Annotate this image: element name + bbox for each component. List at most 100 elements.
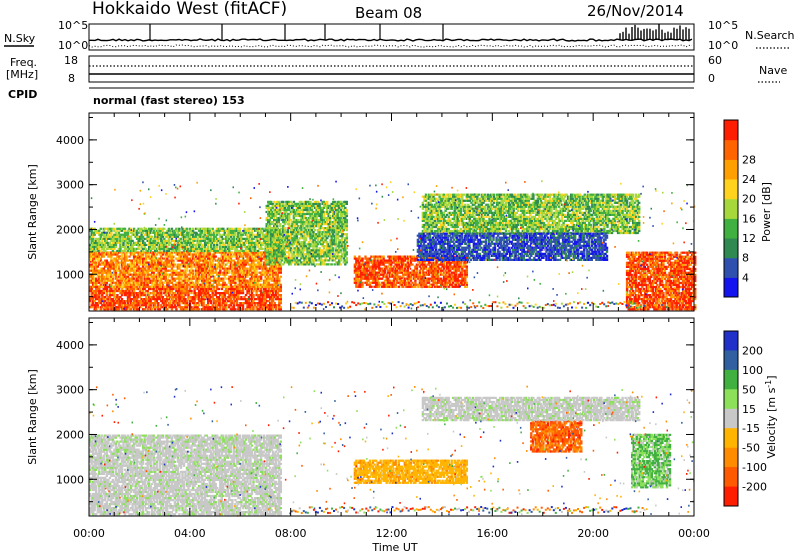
date-label: 26/Nov/2014: [587, 2, 684, 20]
data-cell: [280, 268, 282, 270]
data-cell: [110, 284, 112, 286]
data-cell: [273, 245, 275, 247]
data-cell: [184, 253, 186, 255]
data-cell: [97, 266, 99, 268]
data-cell: [109, 270, 111, 272]
data-cell: [98, 282, 100, 284]
data-cell: [315, 217, 317, 219]
data-cell: [317, 237, 319, 239]
data-cell: [147, 292, 149, 294]
data-cell: [242, 276, 244, 278]
data-cell: [171, 290, 173, 292]
data-cell: [101, 280, 103, 282]
data-cell: [245, 264, 247, 266]
data-cell: [210, 232, 212, 234]
data-cell: [118, 268, 120, 270]
data-cell: [181, 282, 183, 284]
data-cell: [242, 308, 244, 310]
data-cell: [159, 258, 161, 260]
data-cell: [168, 250, 170, 252]
data-cell: [104, 250, 106, 252]
data-cell: [171, 308, 173, 310]
data-cell: [169, 300, 171, 302]
data-cell: [254, 246, 256, 248]
data-cell: [300, 229, 302, 231]
data-cell: [215, 270, 217, 272]
data-cell: [272, 308, 274, 310]
data-cell: [300, 233, 302, 235]
data-cell: [94, 260, 96, 262]
data-cell: [151, 236, 153, 238]
data-cell: [110, 230, 112, 232]
data-cell: [288, 215, 290, 217]
data-cell: [183, 250, 185, 252]
data-cell: [121, 298, 123, 300]
data-cell: [275, 247, 277, 249]
data-cell: [169, 242, 171, 244]
data-cell: [318, 231, 320, 233]
data-cell: [252, 290, 254, 292]
data-cell: [124, 264, 126, 266]
data-cell: [98, 230, 100, 232]
data-cell: [103, 276, 105, 278]
data-cell: [163, 258, 165, 260]
data-cell: [242, 304, 244, 306]
data-cell: [209, 282, 211, 284]
data-cell: [251, 288, 253, 290]
data-cell: [180, 256, 182, 258]
data-cell: [257, 253, 259, 255]
data-cell: [305, 203, 307, 205]
data-cell: [290, 213, 292, 215]
data-cell: [290, 219, 292, 221]
data-cell: [181, 286, 183, 288]
data-cell: [257, 282, 259, 284]
cpid-label: CPID: [8, 88, 37, 101]
data-cell: [273, 261, 275, 263]
data-cell: [159, 298, 161, 300]
data-cell: [162, 296, 164, 298]
data-cell: [202, 300, 204, 302]
data-cell: [213, 278, 215, 280]
data-cell: [186, 288, 188, 290]
data-cell: [288, 203, 290, 205]
data-cell: [272, 207, 274, 209]
data-cell: [156, 300, 158, 302]
data-cell: [153, 288, 155, 290]
data-cell: [133, 228, 135, 230]
data-cell: [273, 217, 275, 219]
data-cell: [145, 228, 147, 230]
data-cell: [255, 292, 257, 294]
data-cell: [107, 234, 109, 236]
data-cell: [98, 274, 100, 276]
data-cell: [228, 270, 230, 272]
data-cell: [157, 260, 159, 262]
data-cell: [184, 264, 186, 266]
data-cell: [268, 282, 270, 284]
data-cell: [171, 304, 173, 306]
data-cell: [101, 240, 103, 242]
data-cell: [202, 253, 204, 255]
data-cell: [145, 260, 147, 262]
data-cell: [309, 261, 311, 263]
data-cell: [254, 304, 256, 306]
data-cell: [230, 298, 232, 300]
data-cell: [291, 227, 293, 229]
data-cell: [142, 232, 144, 234]
data-cell: [293, 257, 295, 259]
data-cell: [139, 242, 141, 244]
data-cell: [142, 290, 144, 292]
data-cell: [312, 239, 314, 241]
data-cell: [275, 243, 277, 245]
data-cell: [142, 266, 144, 268]
data-cell: [172, 288, 174, 290]
data-cell: [106, 232, 108, 234]
data-cell: [280, 306, 282, 308]
data-cell: [190, 266, 192, 268]
data-cell: [249, 258, 251, 260]
data-cell: [300, 227, 302, 229]
data-cell: [224, 248, 226, 250]
noise-sky-label: N.Sky: [4, 32, 36, 45]
data-cell: [121, 266, 123, 268]
data-cell: [171, 258, 173, 260]
data-cell: [153, 296, 155, 298]
